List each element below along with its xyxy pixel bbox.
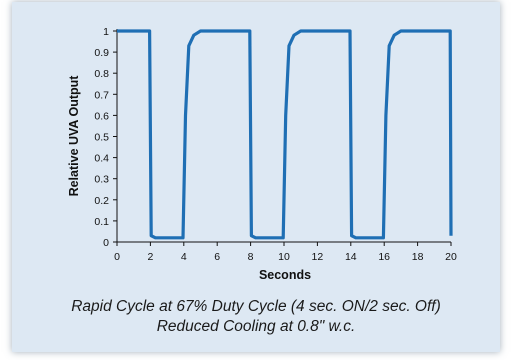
x-tick-label: 12 [312, 251, 324, 263]
x-tick-label: 18 [412, 251, 424, 263]
y-tick-label: 0.5 [94, 132, 109, 144]
x-tick-label: 14 [345, 251, 357, 263]
x-tick-label: 2 [147, 251, 153, 263]
x-tick-label: 4 [181, 251, 187, 263]
x-tick-label: 20 [445, 251, 457, 263]
y-tick-label: 0 [103, 237, 109, 249]
caption-line-1: Rapid Cycle at 67% Duty Cycle (4 sec. ON… [71, 298, 441, 315]
y-tick-label: 0.2 [94, 195, 109, 207]
y-tick-label: 0.6 [94, 110, 109, 122]
x-tick-label: 0 [114, 251, 120, 263]
y-tick-label: 0.8 [94, 68, 109, 80]
y-tick-label: 0.7 [94, 89, 109, 101]
y-tick-label: 0.3 [94, 174, 109, 186]
x-tick-label: 8 [248, 251, 254, 263]
x-tick-label: 10 [278, 251, 290, 263]
x-tick-label: 16 [378, 251, 390, 263]
x-axis-title: Seconds [259, 268, 311, 282]
caption-line-2: Reduced Cooling at 0.8" w.c. [156, 318, 356, 335]
series-line-0 [117, 29, 453, 240]
figure-card [12, 2, 500, 352]
figure-caption: Rapid Cycle at 67% Duty Cycle (4 sec. ON… [12, 297, 500, 337]
y-tick-label: 0.1 [94, 216, 109, 228]
y-tick-label: 0.9 [94, 47, 109, 59]
y-tick-label: 1 [103, 26, 109, 38]
y-tick-label: 0.4 [94, 153, 109, 165]
x-tick-label: 6 [214, 251, 220, 263]
y-axis-title: Relative UVA Output [67, 75, 81, 197]
